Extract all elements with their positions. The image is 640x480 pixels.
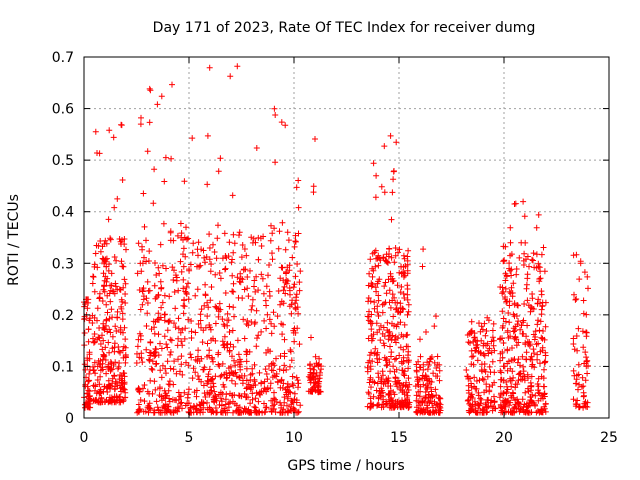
- axes: 0 0.1 0.2 0.3 0.4 0.5 0.6 0.7 0 5 10 15 20 25: [52, 50, 618, 446]
- outlier-point: [511, 200, 518, 207]
- y-tick-label: 0.4: [52, 205, 74, 221]
- outlier-point: [162, 154, 169, 161]
- outlier-point: [387, 132, 394, 139]
- y-tick-label: 0.1: [52, 359, 74, 375]
- x-tick-label: 15: [390, 430, 408, 446]
- x-tick-label: 25: [600, 430, 618, 446]
- outlier-point: [272, 159, 279, 166]
- data-points: [81, 63, 591, 416]
- x-tick-label: 0: [80, 430, 89, 446]
- y-axis-label: ROTI / TECUs: [6, 194, 22, 286]
- scatter-points: [81, 64, 591, 416]
- outlier-point: [312, 135, 318, 142]
- x-axis-label: GPS time / hours: [287, 458, 404, 474]
- y-tick-label: 0.6: [52, 102, 74, 118]
- y-tick-label: 0.2: [52, 308, 74, 324]
- chart-title: Day 171 of 2023, Rate Of TEC Index for r…: [153, 20, 536, 36]
- y-tick-label: 0.3: [52, 256, 74, 272]
- x-tick-label: 10: [285, 430, 303, 446]
- outlier-point: [204, 132, 211, 139]
- x-tick-label: 20: [495, 430, 513, 446]
- outlier-point: [234, 63, 241, 70]
- y-tick-label: 0.5: [52, 153, 74, 169]
- y-tick-label: 0: [65, 411, 74, 427]
- y-tick-label: 0.7: [52, 50, 74, 66]
- x-tick-label: 5: [185, 430, 194, 446]
- outlier-point: [118, 122, 125, 129]
- plot-frame: [83, 56, 610, 419]
